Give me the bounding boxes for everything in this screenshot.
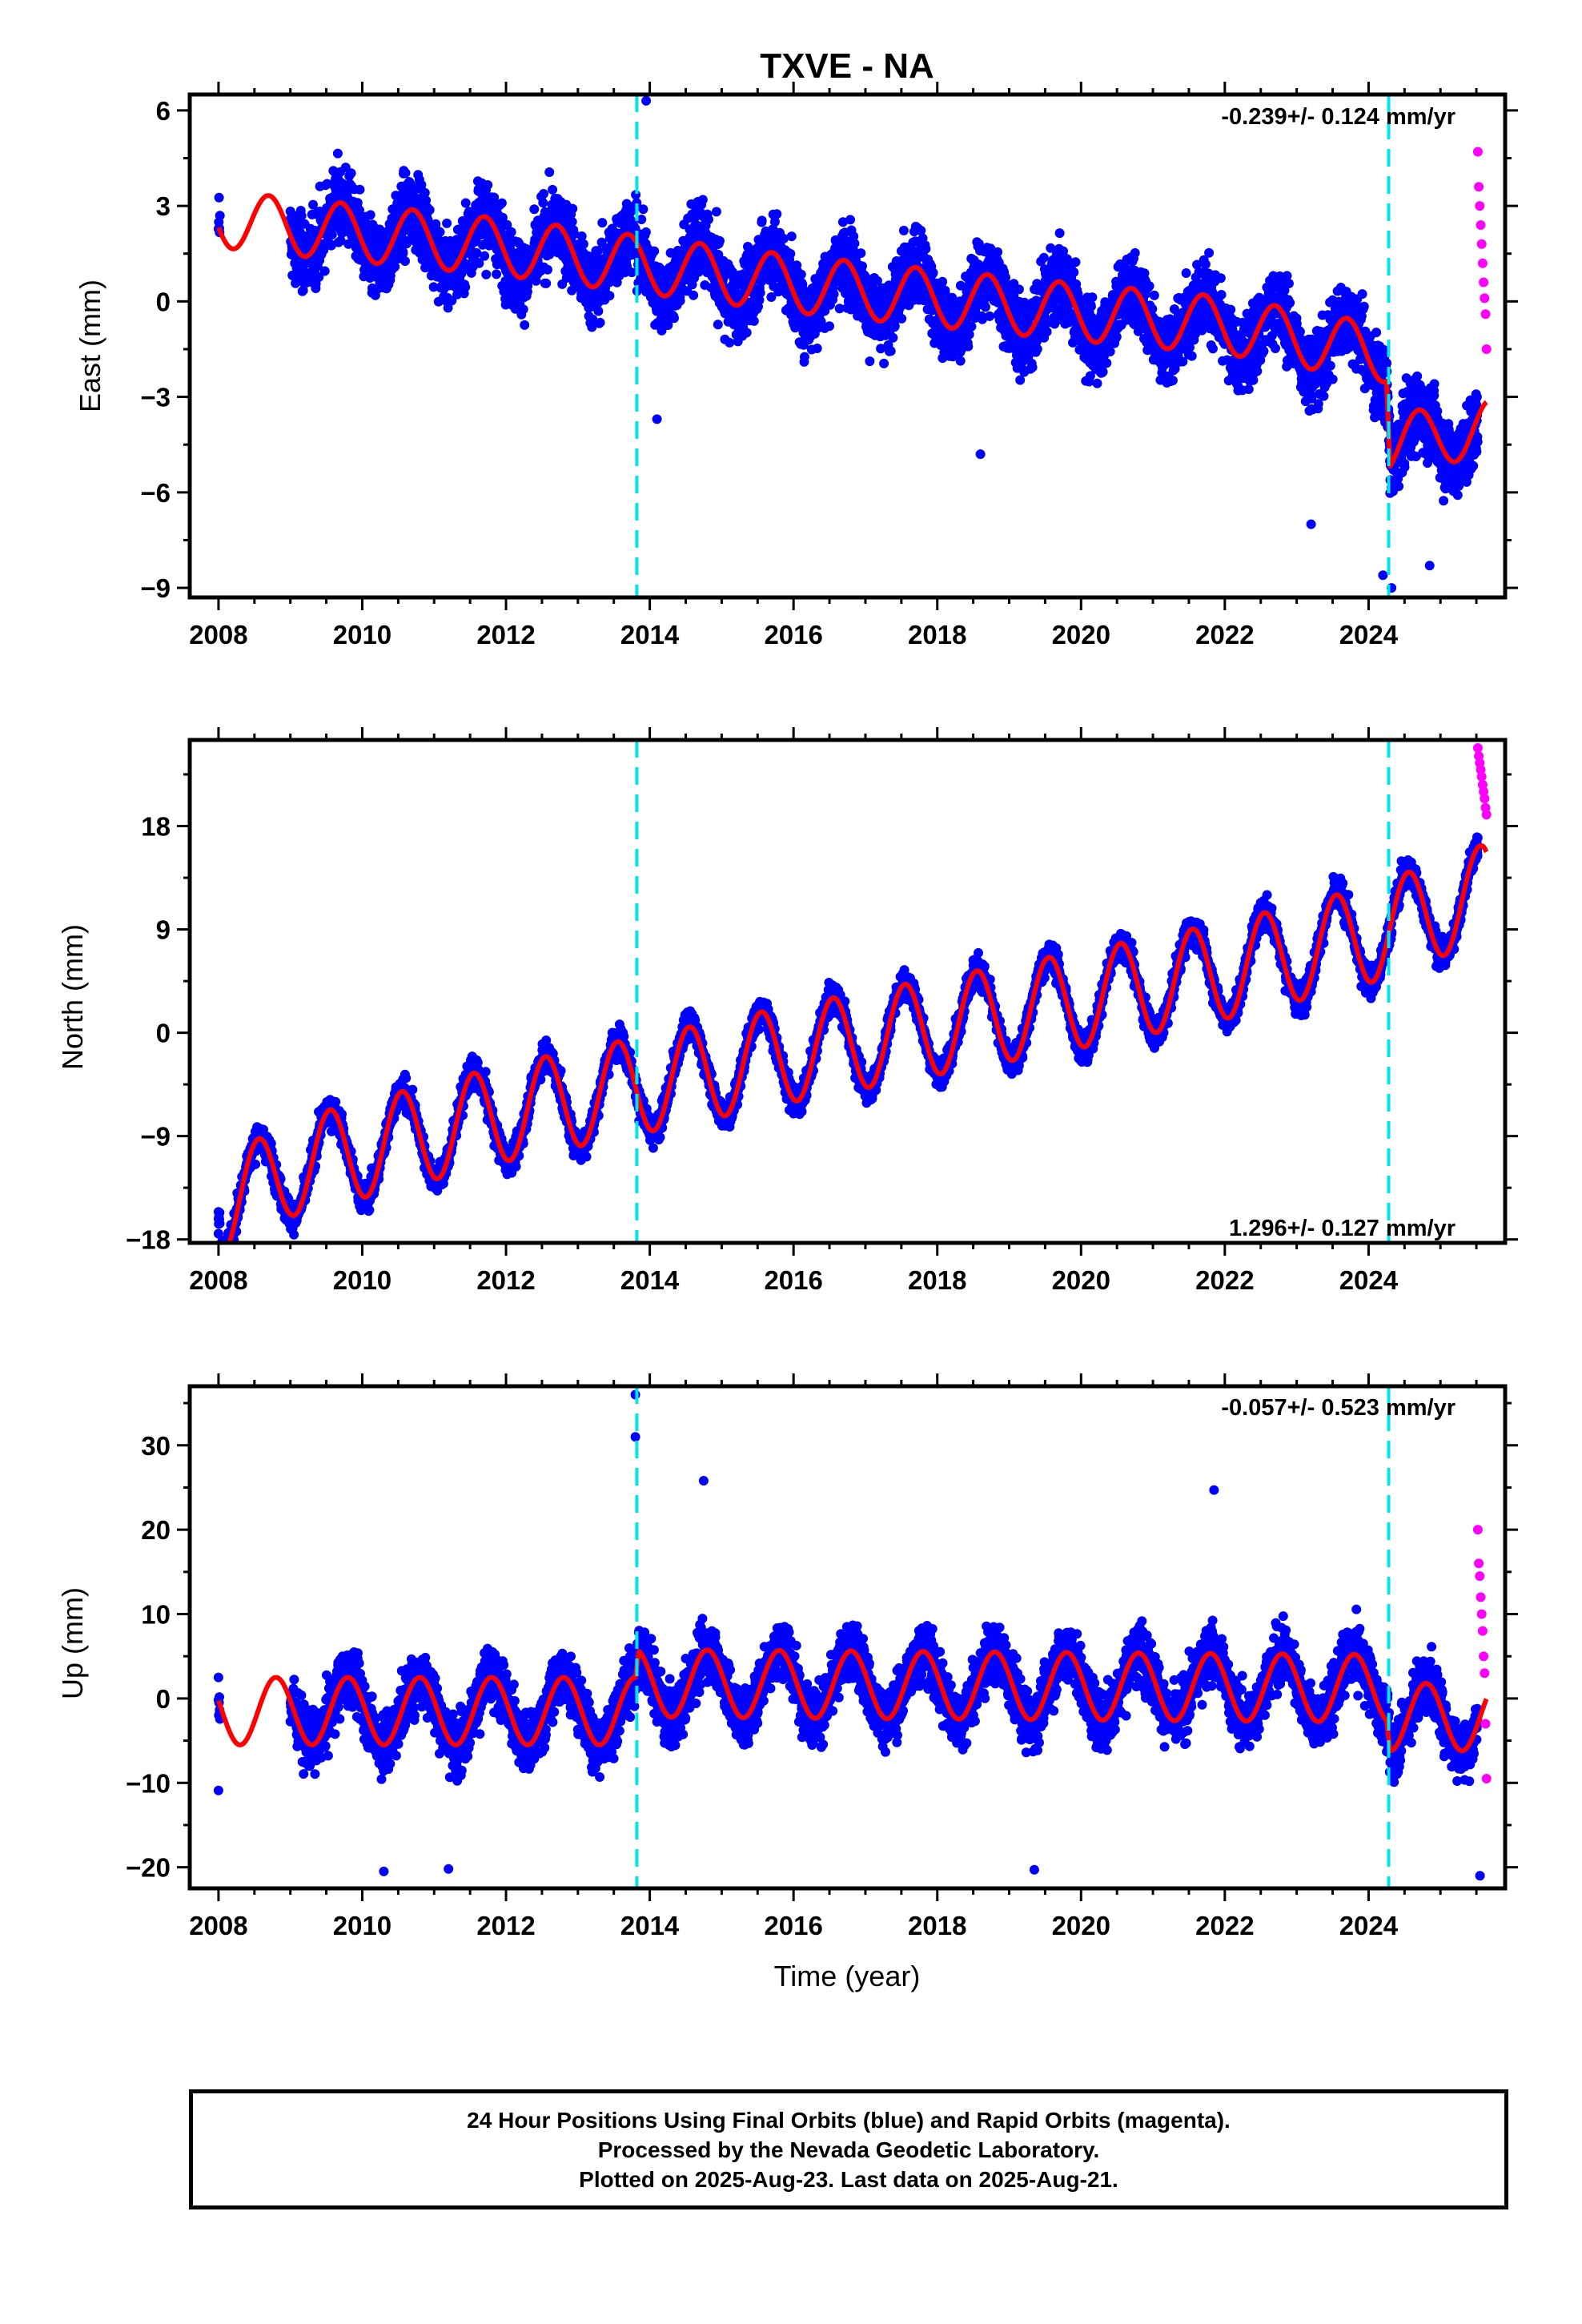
north-ytick-label: 0	[156, 1019, 171, 1048]
east-xtick-label: 2012	[476, 620, 535, 649]
up-model-fit-line	[216, 1647, 1489, 1754]
east-xtick-label: 2016	[764, 620, 822, 649]
north-axis-label: North (mm)	[56, 924, 89, 1070]
north-xtick-label: 2014	[620, 1265, 680, 1295]
east-rapid-point	[1474, 182, 1484, 192]
caption-box: 24 Hour Positions Using Final Orbits (bl…	[189, 2089, 1508, 2209]
east-xtick-label: 2024	[1339, 620, 1399, 649]
east-rate-label: -0.239+/- 0.124 mm/yr	[1221, 104, 1456, 130]
north-xtick-label: 2020	[1052, 1265, 1110, 1295]
east-rapid-orbit-points	[1472, 147, 1492, 354]
up-ytick-label: −20	[126, 1853, 171, 1883]
up-xtick-label: 2012	[476, 1911, 535, 1940]
east-rapid-point	[1480, 293, 1490, 304]
north-rapid-point	[1476, 771, 1487, 782]
up-panel: 2008 2010 2012 2014 2016 2018 2020 2022 2024−20−…	[56, 1373, 1518, 1940]
east-ytick-label: −9	[140, 573, 171, 603]
up-xtick-label: 2022	[1195, 1911, 1254, 1940]
east-rapid-point	[1477, 258, 1488, 268]
east-model-fit-line	[216, 193, 1489, 469]
up-rapid-point	[1481, 1774, 1492, 1783]
north-xtick-label: 2008	[189, 1265, 247, 1295]
up-rapid-point	[1472, 1525, 1483, 1535]
up-plot-frame	[187, 1384, 1508, 1891]
up-ytick-label: −10	[126, 1768, 171, 1798]
up-rapid-point	[1474, 1558, 1484, 1569]
east-ytick-label: 0	[156, 287, 171, 316]
up-rapid-point	[1476, 1592, 1486, 1602]
east-rapid-point	[1480, 309, 1491, 320]
east-rapid-point	[1472, 147, 1483, 157]
east-panel: 2008 2010 2012 2014 2016 2018 2020 2022 2024 −9 −6…	[74, 82, 1518, 649]
north-ytick-label: 9	[156, 915, 171, 945]
up-rapid-point	[1480, 1668, 1490, 1679]
up-xtick-label: 2010	[333, 1911, 391, 1940]
up-rapid-point	[1475, 1571, 1485, 1582]
north-ytick-label: −9	[140, 1122, 171, 1152]
north-rapid-point	[1472, 743, 1483, 753]
east-plot-frame	[187, 92, 1508, 600]
north-final-orbit-points	[213, 832, 1483, 1243]
north-rapid-point	[1480, 794, 1490, 804]
east-ytick-label: −3	[140, 383, 171, 412]
east-ytick-label: −6	[140, 478, 171, 508]
north-rapid-point	[1481, 810, 1492, 820]
up-rapid-point	[1480, 1719, 1491, 1729]
east-final-orbit-points	[213, 95, 1483, 593]
up-final-orbit-points	[213, 1389, 1485, 1881]
north-xtick-label: 2012	[476, 1265, 535, 1295]
up-axis-label: Up (mm)	[56, 1587, 89, 1699]
east-rapid-point	[1479, 277, 1489, 287]
north-rapid-orbit-points	[1472, 743, 1492, 820]
caption-line-processing: Processed by the Nevada Geodetic Laborat…	[597, 2137, 1100, 2162]
north-xtick-label: 2018	[908, 1265, 966, 1295]
north-xtick-label: 2016	[764, 1265, 822, 1295]
up-ytick-label: 20	[141, 1515, 171, 1545]
up-ytick-label: 0	[156, 1684, 171, 1714]
east-xtick-label: 2010	[333, 620, 391, 649]
east-xtick-label: 2022	[1195, 620, 1254, 649]
up-xtick-label: 2016	[764, 1911, 822, 1940]
caption-line-orbits: 24 Hour Positions Using Final Orbits (bl…	[467, 2107, 1231, 2133]
north-ytick-label: 18	[141, 812, 171, 842]
north-xtick-label: 2010	[333, 1265, 391, 1295]
north-plot-frame	[187, 738, 1508, 1245]
east-axis-label: East (mm)	[74, 279, 106, 412]
up-xtick-label: 2008	[189, 1911, 247, 1940]
caption-line-dates: Plotted on 2025-Aug-23. Last data on 202…	[579, 2166, 1118, 2192]
up-rapid-point	[1479, 1651, 1489, 1662]
north-model-fit-line	[227, 842, 1489, 1243]
east-rapid-point	[1481, 344, 1492, 354]
east-ytick-label: 3	[156, 191, 171, 221]
east-rapid-point	[1476, 239, 1487, 249]
east-xtick-label: 2008	[189, 620, 247, 649]
east-rapid-point	[1475, 201, 1485, 211]
up-xtick-label: 2020	[1052, 1911, 1110, 1940]
north-xtick-label: 2022	[1195, 1265, 1254, 1295]
east-xtick-label: 2020	[1052, 620, 1110, 649]
up-rapid-point	[1477, 1626, 1488, 1636]
up-rapid-orbit-points	[1472, 1525, 1492, 1783]
east-xtick-label: 2014	[620, 620, 680, 649]
up-rate-label: -0.057+/- 0.523 mm/yr	[1221, 1395, 1456, 1421]
time-axis-label: Time (year)	[774, 1960, 921, 1992]
up-ytick-label: 30	[141, 1431, 171, 1461]
north-xtick-label: 2024	[1339, 1265, 1399, 1295]
north-ytick-label: −18	[126, 1225, 171, 1255]
north-panel: 2008 2010 2012 2014 2016 2018 2020 2022 2024 −18 −…	[56, 727, 1518, 1295]
north-rate-label: 1.296+/- 0.127 mm/yr	[1229, 1216, 1456, 1241]
up-rapid-point	[1476, 1609, 1487, 1619]
figure-title: TXVE - NA	[760, 46, 934, 86]
up-xtick-label: 2024	[1339, 1911, 1399, 1940]
east-xtick-label: 2018	[908, 620, 966, 649]
up-xtick-label: 2014	[620, 1911, 680, 1940]
up-xtick-label: 2018	[908, 1911, 966, 1940]
up-ytick-label: 10	[141, 1600, 171, 1630]
east-rapid-point	[1476, 220, 1486, 230]
east-ytick-label: 6	[156, 96, 171, 126]
